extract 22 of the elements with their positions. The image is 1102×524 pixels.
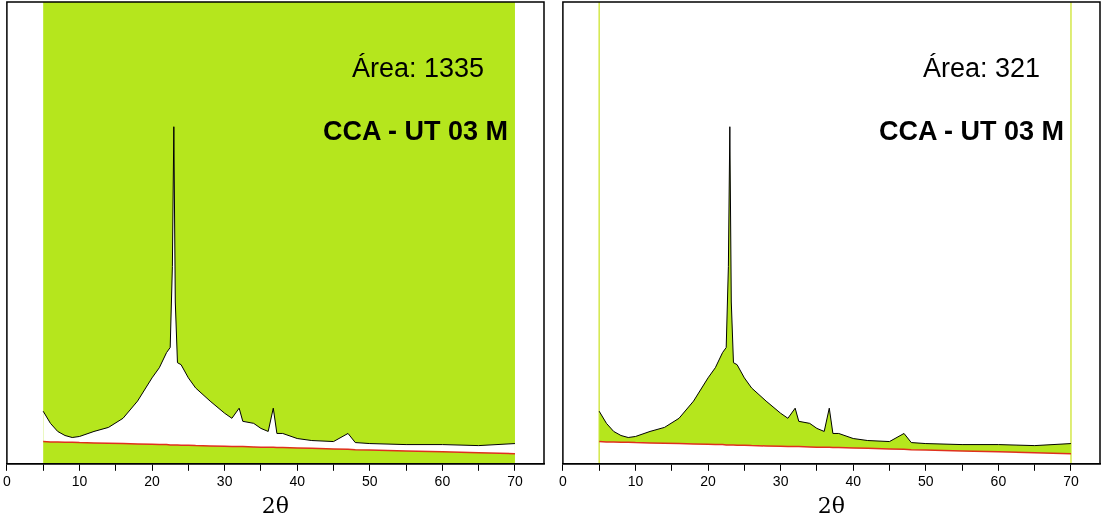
x-tick-label: 40 xyxy=(289,473,306,490)
x-tick-label: 10 xyxy=(71,473,88,490)
x-tick-label: 10 xyxy=(627,473,644,490)
annotation: CCA - UT 03 M xyxy=(878,116,1064,147)
x-tick-label: 70 xyxy=(1063,473,1079,490)
x-tick-label: 30 xyxy=(772,473,789,490)
x-tick-label: 30 xyxy=(216,473,233,490)
annotation: CCA - UT 03 M xyxy=(322,116,508,147)
x-axis-title: 2θ xyxy=(261,492,290,518)
x-tick-label: 0 xyxy=(558,473,567,490)
text: Área: 321 xyxy=(922,53,1040,84)
x-tick-label: 20 xyxy=(144,473,161,490)
text: Área: 1335 xyxy=(351,53,484,84)
x-tick-label: 70 xyxy=(507,473,523,490)
x-tick-label: 50 xyxy=(918,473,934,490)
x-tick-label: 20 xyxy=(700,473,717,490)
x-tick-label: 40 xyxy=(845,473,862,490)
x-tick-label: 50 xyxy=(362,473,378,490)
x-tick-label: 60 xyxy=(990,473,1007,490)
x-tick-label: 60 xyxy=(434,473,451,490)
x-axis-title: 2θ xyxy=(817,492,846,518)
x-tick-label: 0 xyxy=(2,473,11,490)
